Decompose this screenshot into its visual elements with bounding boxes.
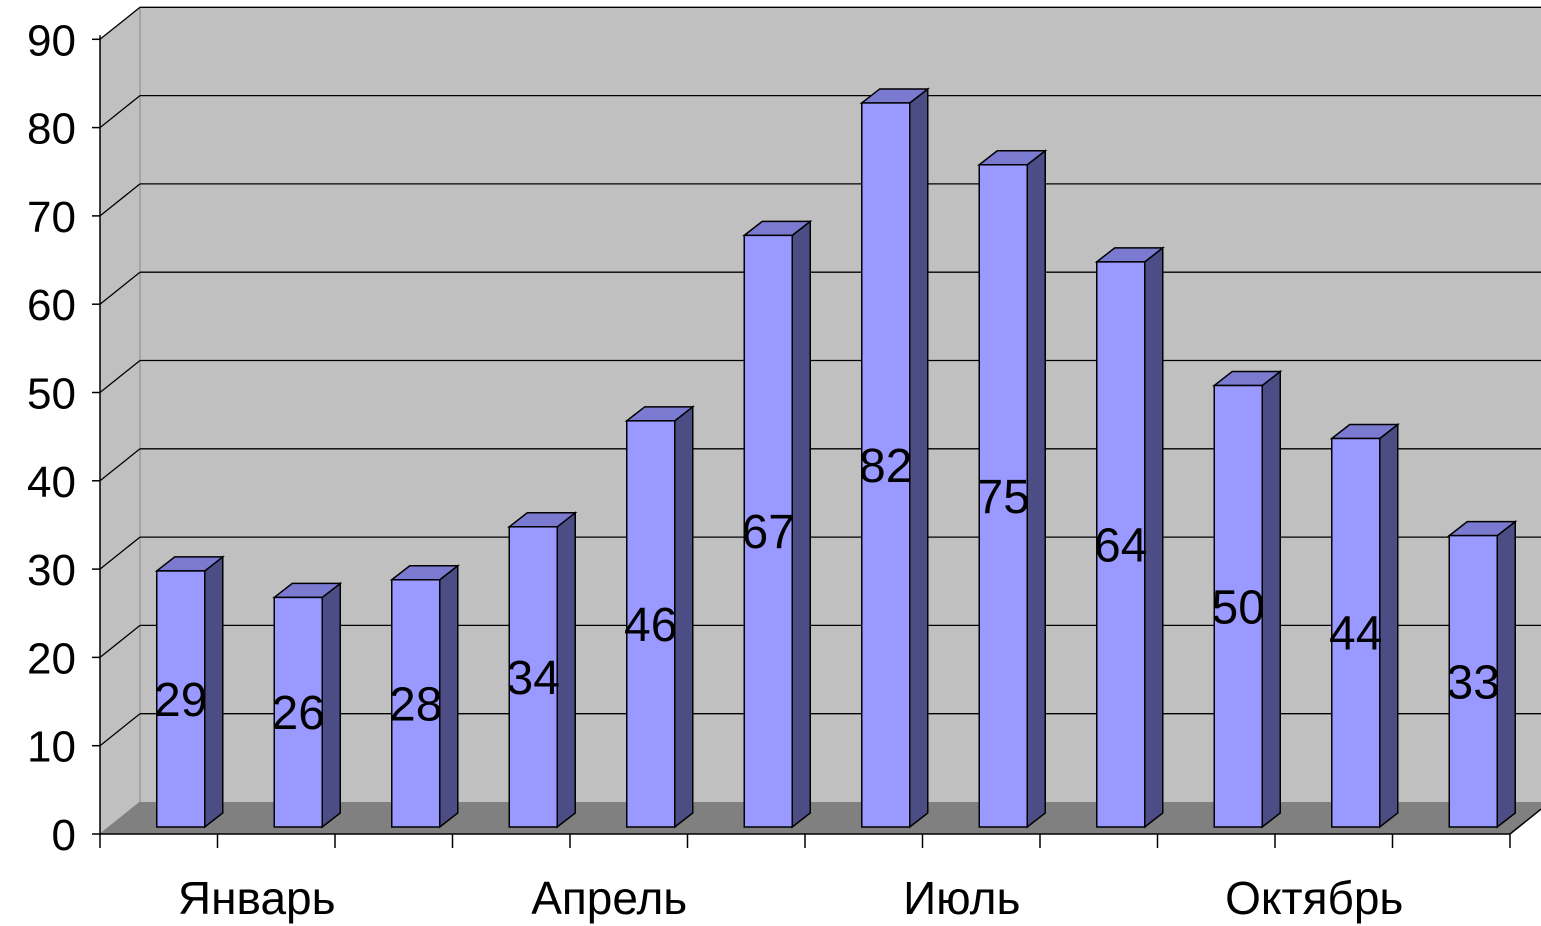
- gridline-side: [99, 271, 141, 305]
- gridlines: [99, 6, 1541, 747]
- axes: [92, 35, 1541, 848]
- gridline-side: [99, 6, 141, 40]
- bar-data-label: 46: [624, 599, 677, 652]
- bar-data-label: 33: [1447, 656, 1500, 709]
- bar: 44: [1329, 422, 1400, 829]
- y-axis-tick-labels: 0 10 20 30 40 50 60 70 80 90: [27, 16, 76, 860]
- bar-front: [273, 596, 323, 828]
- bar-data-label: 67: [742, 506, 795, 559]
- side-wall: [99, 6, 141, 836]
- bar: 26: [272, 581, 343, 829]
- y-tick-label: 50: [27, 370, 76, 419]
- bar-data-label: 26: [272, 687, 325, 740]
- bar-front: [1096, 261, 1146, 828]
- bar-data-label: 64: [1094, 519, 1147, 572]
- bar-front: [978, 164, 1028, 828]
- bar: 46: [624, 405, 695, 829]
- y-tick-label: 0: [52, 811, 76, 860]
- chart-walls: [99, 6, 1541, 836]
- y-tick-label: 70: [27, 193, 76, 242]
- bar-data-label: 75: [977, 471, 1030, 524]
- gridline-side: [99, 183, 141, 217]
- bar: 28: [389, 564, 460, 829]
- y-tick-label: 20: [27, 634, 76, 683]
- bar-data-label: 44: [1329, 608, 1382, 661]
- gridline-side: [99, 359, 141, 394]
- bar-front: [1213, 384, 1263, 828]
- bar-front: [156, 570, 206, 828]
- bar: 50: [1212, 369, 1283, 829]
- back-wall: [140, 7, 1541, 803]
- bar-front: [626, 420, 676, 828]
- floor-edge-line: [1509, 808, 1541, 835]
- y-tick-label: 90: [27, 16, 76, 65]
- bar-data-label: 82: [859, 440, 912, 493]
- bar-front: [743, 234, 793, 828]
- bars: 29 26 28 34 46 67 82 75 64 50 44 33: [154, 87, 1518, 829]
- x-axis-category-labels: Январь Апрель Июль Октябрь: [178, 872, 1403, 924]
- bar: 34: [507, 511, 578, 829]
- floor: [100, 802, 1541, 834]
- gridline-side: [99, 713, 141, 747]
- x-category-label: Октябрь: [1225, 872, 1403, 924]
- x-category-label: Январь: [178, 872, 336, 924]
- bar-data-label: 50: [1212, 581, 1265, 634]
- bar-data-label: 29: [154, 674, 207, 727]
- y-tick-label: 80: [27, 105, 76, 154]
- x-category-label: Апрель: [531, 872, 687, 924]
- y-tick-label: 40: [27, 458, 76, 507]
- bar: 75: [977, 149, 1048, 829]
- bar: 64: [1094, 246, 1165, 829]
- bar-data-label: 28: [389, 678, 442, 731]
- bar: 29: [154, 555, 225, 829]
- bar: 82: [859, 87, 930, 829]
- bar-front: [861, 102, 911, 828]
- bar-front: [1448, 534, 1498, 828]
- bar-front: [508, 526, 558, 828]
- bar-data-label: 34: [507, 652, 560, 705]
- y-tick-label: 30: [27, 546, 76, 595]
- x-category-label: Июль: [903, 872, 1020, 924]
- gridline-side: [99, 624, 141, 658]
- gridline-side: [99, 536, 141, 570]
- y-tick-label: 60: [27, 281, 76, 330]
- y-tick-label: 10: [27, 723, 76, 772]
- gridline-side: [99, 448, 141, 482]
- bar: 33: [1447, 520, 1518, 829]
- gridline-side: [99, 95, 141, 129]
- bar: 67: [742, 219, 813, 829]
- bar-front: [391, 579, 441, 828]
- bar-front: [1331, 437, 1381, 828]
